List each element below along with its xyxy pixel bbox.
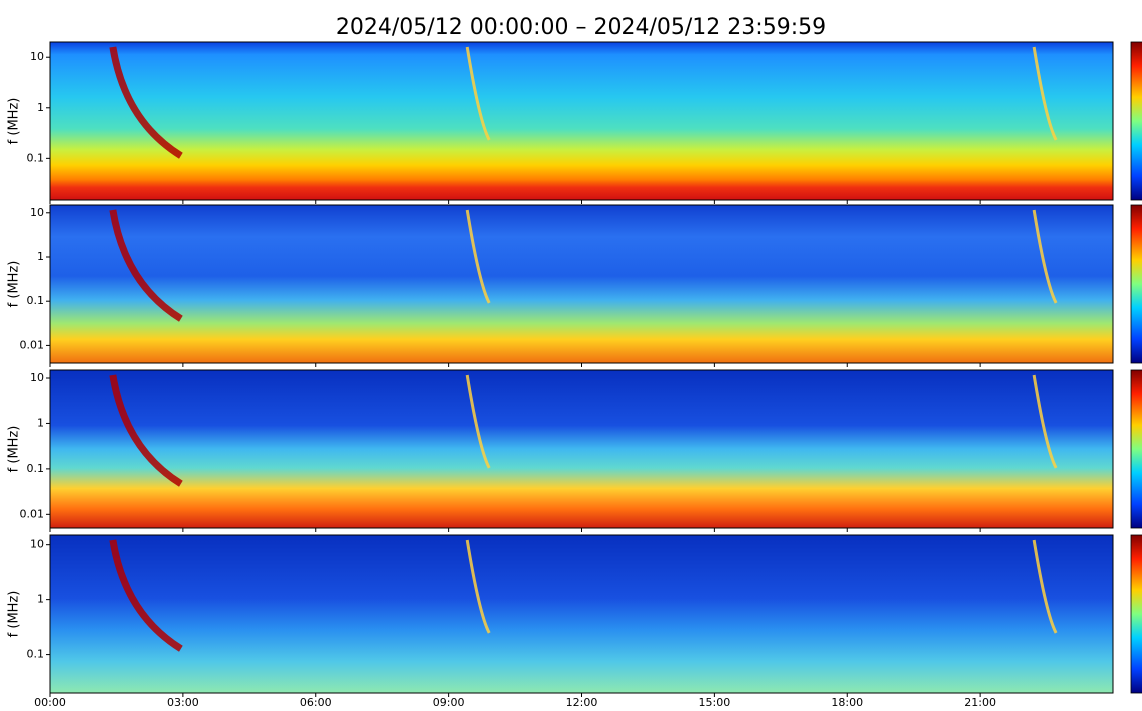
burst [109,46,183,159]
burst [1032,209,1058,304]
y-tick-label: 10 [30,538,44,551]
x-tick-label: 00:00 [34,696,66,707]
spectrogram-image [50,42,1113,200]
burst [465,209,491,304]
colorbar [1130,204,1142,364]
burst [109,374,183,487]
y-tick-label: 0.01 [20,338,45,351]
colorbar [1130,369,1142,529]
spectrogram-image [50,535,1113,693]
y-tick-label: 10 [30,206,44,219]
burst [465,374,491,469]
burst-group [109,209,1058,322]
burst [465,46,491,141]
burst [1032,374,1058,469]
y-tick-label: 1 [37,250,44,263]
burst [1032,46,1058,141]
burst-group [109,374,1058,487]
colorbar [1130,41,1142,201]
y-axis-label: f (MHz) [7,98,22,145]
y-axis-label: f (MHz) [7,261,22,308]
x-tick-label: 21:00 [964,696,996,707]
burst-group [109,46,1058,159]
x-tick-label: 15:00 [699,696,731,707]
burst [109,539,183,652]
x-tick-label: 09:00 [433,696,465,707]
spectrogram-image [50,205,1113,363]
x-tick-label: 03:00 [167,696,199,707]
figure-title: 2024/05/12 00:00:00 – 2024/05/12 23:59:5… [336,15,826,40]
x-tick-label: 06:00 [300,696,332,707]
y-axis-label: f (MHz) [7,426,22,473]
y-tick-label: 1 [37,593,44,606]
y-tick-label: 10 [30,50,44,63]
burst [465,539,491,634]
spectrogram-image [50,370,1113,528]
x-tick-label: 12:00 [566,696,598,707]
y-tick-label: 0.1 [27,648,45,661]
y-tick-label: 0.1 [27,151,45,164]
colorbar [1130,534,1142,694]
burst [1032,539,1058,634]
y-tick-label: 1 [37,416,44,429]
y-tick-label: 0.1 [27,294,45,307]
burst-group [109,539,1058,652]
y-tick-label: 0.1 [27,462,45,475]
y-axis-label: f (MHz) [7,591,22,638]
y-tick-label: 1 [37,101,44,114]
burst [109,209,183,322]
x-tick-label: 18:00 [831,696,863,707]
y-tick-label: 0.01 [20,507,45,520]
y-tick-label: 10 [30,371,44,384]
